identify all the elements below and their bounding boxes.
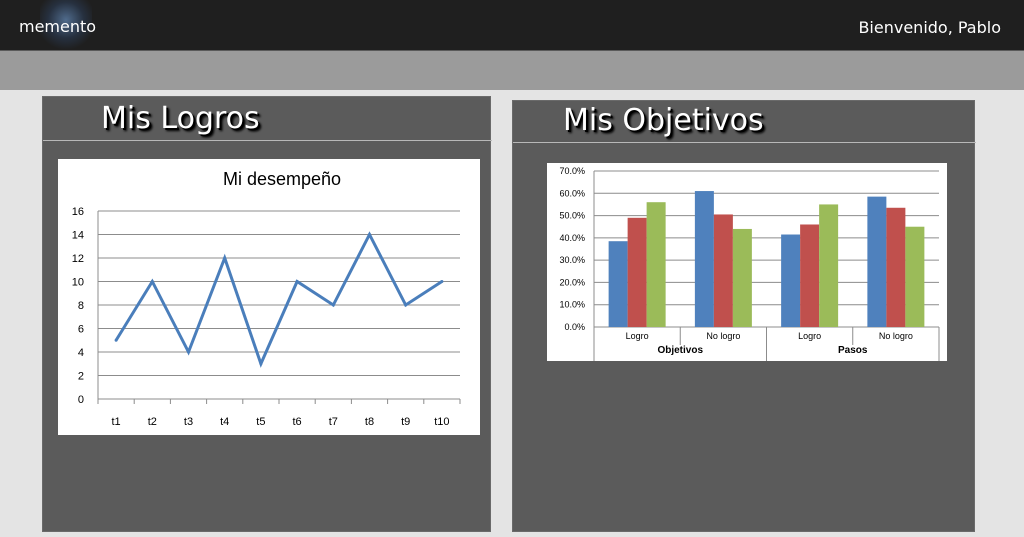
bar: [646, 202, 666, 327]
y-tick-label: 60.0%: [559, 188, 585, 198]
data-point: [114, 338, 118, 342]
y-tick-label: 20.0%: [559, 277, 585, 287]
mis-logros-title: Mis Logros: [101, 101, 260, 136]
bar: [713, 214, 733, 327]
x-tick-label: t10: [434, 416, 449, 428]
group-label: Objetivos: [657, 345, 703, 356]
x-tick-label: t4: [220, 416, 229, 428]
data-point: [404, 303, 408, 307]
series-line: [114, 231, 443, 368]
data-point: [295, 280, 299, 283]
bar-chart-svg: 0.0% 10.0% 20.0% 30.0% 40.0% 50.0% 60.0% 70.0% L…: [559, 166, 940, 361]
y-tick-label: 30.0%: [559, 255, 585, 265]
data-point: [187, 350, 190, 354]
panel-divider: [513, 142, 976, 143]
y-tick-label: 14: [72, 230, 84, 242]
y-tick-label: 0: [78, 394, 84, 406]
y-tick-label: 2: [78, 371, 84, 383]
y-tick-label: 0.0%: [564, 322, 585, 332]
objetivos-bar-chart: 0.0% 10.0% 20.0% 30.0% 40.0% 50.0% 60.0% 70.0% L…: [547, 163, 947, 361]
y-tick-label: 16: [72, 206, 84, 218]
y-tick-label: 6: [78, 324, 84, 336]
data-point: [440, 280, 444, 283]
x-tick-label: Logro: [798, 331, 821, 341]
x-tick-label: t2: [148, 416, 157, 428]
y-tick-label: 8: [78, 300, 84, 312]
mis-objetivos-title: Mis Objetivos: [563, 103, 764, 138]
logo-icon: [40, 0, 92, 50]
data-point: [150, 280, 154, 283]
bar: [732, 228, 752, 327]
y-tick-label: 12: [72, 253, 84, 265]
welcome-message: Bienvenido, Pablo: [858, 18, 1001, 37]
bar: [781, 234, 801, 327]
app-brand[interactable]: memento: [19, 17, 97, 36]
x-tick-label: t3: [184, 416, 193, 428]
chart-title: Mi desempeño: [223, 169, 341, 189]
group-label: Pasos: [838, 345, 868, 356]
bar: [627, 217, 647, 327]
top-bar: memento Bienvenido, Pablo: [0, 0, 1024, 51]
x-tick-label: t6: [293, 416, 302, 428]
bar: [800, 224, 820, 327]
x-tick-label: t8: [365, 416, 374, 428]
bar: [905, 226, 925, 327]
x-tick-label: t1: [112, 416, 121, 428]
y-tick-label: 40.0%: [559, 233, 585, 243]
y-tick-label: 10: [72, 277, 84, 289]
bar: [608, 241, 628, 327]
data-point: [331, 303, 335, 307]
desempeno-line-chart: Mi desempeño 0 2 4 6 8 10 12 14 16 t1 t2 t3 t4 t5 t6 t7 t…: [58, 159, 480, 435]
data-point: [223, 256, 227, 260]
x-tick-label: No logro: [879, 331, 913, 341]
data-point: [259, 362, 263, 366]
x-tick-label: No logro: [706, 331, 740, 341]
panel-divider: [43, 140, 492, 141]
data-point: [368, 233, 371, 236]
bar: [867, 196, 887, 327]
y-tick-label: 10.0%: [559, 300, 585, 310]
x-tick-label: t9: [401, 416, 410, 428]
line-chart-svg: Mi desempeño 0 2 4 6 8 10 12 14 16 t1 t2 t3 t4 t5 t6 t7 t…: [72, 169, 461, 428]
y-tick-label: 70.0%: [559, 166, 585, 176]
sub-navigation-bar: [0, 51, 1024, 90]
y-tick-label: 4: [78, 347, 84, 359]
y-tick-label: 50.0%: [559, 211, 585, 221]
x-tick-label: t7: [329, 416, 338, 428]
x-tick-label: Logro: [626, 331, 649, 341]
bar: [819, 204, 839, 327]
bar: [886, 207, 906, 327]
bar: [694, 191, 714, 327]
x-tick-label: t5: [256, 416, 265, 428]
